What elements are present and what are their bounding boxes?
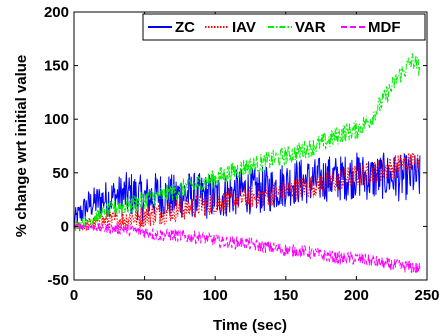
- y-tick-label: 0: [61, 218, 69, 235]
- x-axis-label: Time (sec): [213, 317, 287, 334]
- legend-label-iav: IAV: [232, 19, 256, 36]
- series-line-var: [73, 53, 421, 231]
- y-tick-label: -50: [47, 272, 69, 289]
- legend: ZC IAV VAR MDF: [142, 13, 426, 41]
- x-tick-label: 0: [70, 287, 78, 304]
- series-line-mdf: [73, 221, 421, 274]
- plot-frame: [73, 11, 428, 281]
- y-tick-label: 100: [44, 111, 69, 128]
- x-tick-label: 150: [273, 287, 298, 304]
- y-axis-label: % change wrt initial value: [13, 55, 30, 238]
- x-tick-label: 50: [136, 287, 153, 304]
- y-tick-label: 150: [44, 58, 69, 75]
- legend-label-var: VAR: [295, 19, 326, 36]
- plot-background: [74, 12, 427, 280]
- series-layer: [73, 53, 421, 274]
- series-line-iav: [73, 152, 421, 232]
- x-tick-label: 200: [344, 287, 369, 304]
- x-tick-label: 100: [203, 287, 228, 304]
- legend-label-mdf: MDF: [368, 19, 401, 36]
- y-tick-label: 200: [44, 4, 69, 21]
- legend-label-zc: ZC: [175, 19, 195, 36]
- x-tick-label: 250: [414, 287, 439, 304]
- y-tick-label: 50: [52, 165, 69, 182]
